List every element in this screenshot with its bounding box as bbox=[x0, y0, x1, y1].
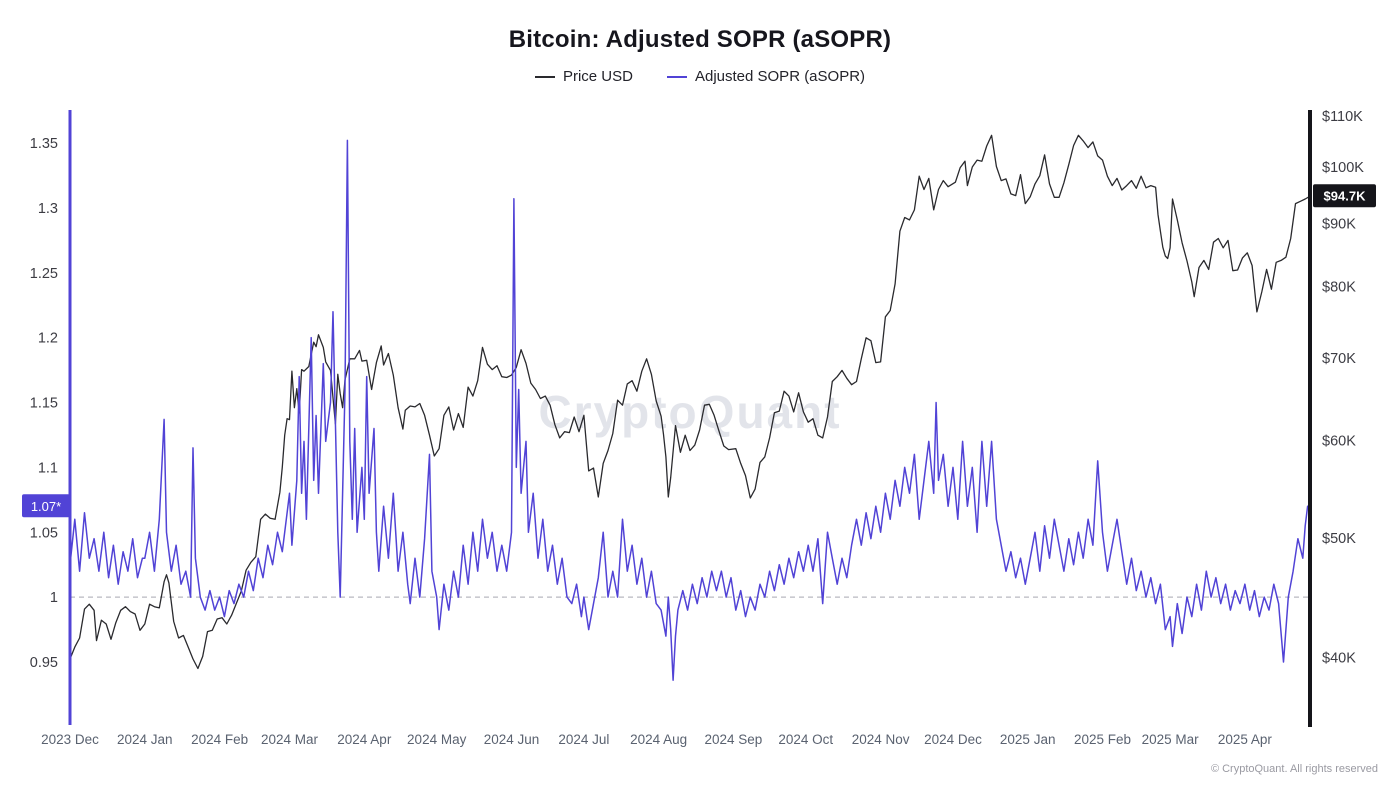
x-axis-tick: 2024 Jan bbox=[117, 732, 173, 747]
x-axis-tick: 2023 Dec bbox=[41, 732, 99, 747]
x-axis-tick: 2024 May bbox=[407, 732, 467, 747]
left-axis-tick: 0.95 bbox=[30, 655, 58, 671]
x-axis-tick: 2024 Dec bbox=[924, 732, 982, 747]
left-axis-tick: 1.15 bbox=[30, 396, 58, 412]
price-current-badge bbox=[1313, 184, 1376, 208]
right-axis-tick: $60K bbox=[1322, 434, 1356, 450]
left-axis-tick: 1.1 bbox=[38, 460, 58, 476]
left-axis-tick: 1.25 bbox=[30, 266, 58, 282]
x-axis-tick: 2024 Nov bbox=[852, 732, 910, 747]
page-title: Bitcoin: Adjusted SOPR (aSOPR) bbox=[508, 26, 892, 53]
right-axis-tick: $100K bbox=[1322, 160, 1364, 176]
right-axis-tick: $90K bbox=[1322, 217, 1356, 233]
watermark: CryptoQuant bbox=[538, 386, 841, 438]
legend-label: Price USD bbox=[562, 68, 633, 85]
sopr-line bbox=[69, 139, 1309, 681]
price-line bbox=[69, 134, 1311, 670]
x-axis-tick: 2024 Sep bbox=[704, 732, 762, 747]
right-axis-tick: $110K bbox=[1322, 109, 1363, 125]
left-axis-tick: 1.3 bbox=[38, 201, 58, 217]
left-axis-tick: 1.05 bbox=[30, 525, 58, 541]
x-axis-tick: 2024 Oct bbox=[778, 732, 833, 747]
legend-item-price[interactable]: Price USD bbox=[534, 68, 633, 85]
right-axis-tick: $50K bbox=[1322, 531, 1356, 547]
x-axis-tick: 2024 Feb bbox=[191, 732, 248, 747]
sopr-current-value: 1.07* bbox=[31, 499, 61, 514]
legend-line-icon bbox=[534, 75, 555, 78]
right-axis-tick: $70K bbox=[1322, 351, 1356, 367]
x-axis-tick: 2024 Jun bbox=[484, 732, 540, 747]
x-axis-tick: 2025 Mar bbox=[1142, 732, 1200, 747]
legend-label: Adjusted SOPR (aSOPR) bbox=[694, 68, 866, 85]
x-axis-tick: 2025 Apr bbox=[1218, 732, 1273, 747]
x-axis-tick: 2024 Jul bbox=[558, 732, 609, 747]
copyright-text: © CryptoQuant. All rights reserved bbox=[1210, 763, 1378, 775]
sopr-current-badge bbox=[22, 494, 70, 518]
left-axis-tick: 1.2 bbox=[38, 331, 58, 347]
x-axis-tick: 2025 Jan bbox=[1000, 732, 1056, 747]
left-axis-tick: 1.35 bbox=[30, 136, 58, 152]
x-axis-tick: 2024 Aug bbox=[630, 732, 687, 747]
x-axis-tick: 2024 Apr bbox=[337, 732, 392, 747]
price-current-value: $94.7K bbox=[1324, 189, 1367, 204]
legend: Price USD Adjusted SOPR (aSOPR) bbox=[0, 68, 1400, 85]
x-axis-tick: 2024 Mar bbox=[261, 732, 319, 747]
right-axis-tick: $80K bbox=[1322, 280, 1356, 296]
x-axis-tick: 2025 Feb bbox=[1074, 732, 1131, 747]
legend-item-sopr[interactable]: Adjusted SOPR (aSOPR) bbox=[666, 68, 866, 85]
left-axis-tick: 1 bbox=[50, 590, 58, 606]
legend-line-icon bbox=[666, 75, 687, 78]
right-axis-tick: $40K bbox=[1322, 651, 1356, 667]
